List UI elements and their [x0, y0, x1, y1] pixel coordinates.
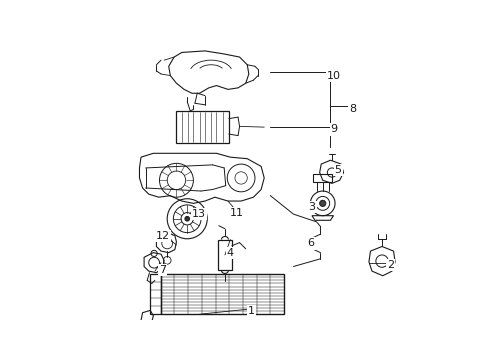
- Circle shape: [185, 216, 190, 221]
- Text: 5: 5: [335, 165, 342, 175]
- Text: 2: 2: [387, 260, 394, 270]
- Text: 7: 7: [159, 265, 166, 275]
- Text: 11: 11: [229, 208, 244, 219]
- Text: 12: 12: [155, 231, 170, 241]
- Text: 9: 9: [331, 125, 338, 134]
- Text: 13: 13: [192, 209, 206, 219]
- Text: 3: 3: [309, 202, 316, 212]
- Text: 10: 10: [327, 71, 342, 81]
- Bar: [314, 174, 332, 182]
- Text: 8: 8: [349, 104, 356, 114]
- Bar: [218, 239, 232, 270]
- Bar: [176, 111, 229, 143]
- Bar: [150, 274, 161, 314]
- Text: 1: 1: [247, 306, 255, 316]
- Bar: [161, 274, 284, 314]
- Text: 4: 4: [227, 248, 234, 258]
- Circle shape: [319, 200, 326, 206]
- Text: 6: 6: [308, 238, 315, 248]
